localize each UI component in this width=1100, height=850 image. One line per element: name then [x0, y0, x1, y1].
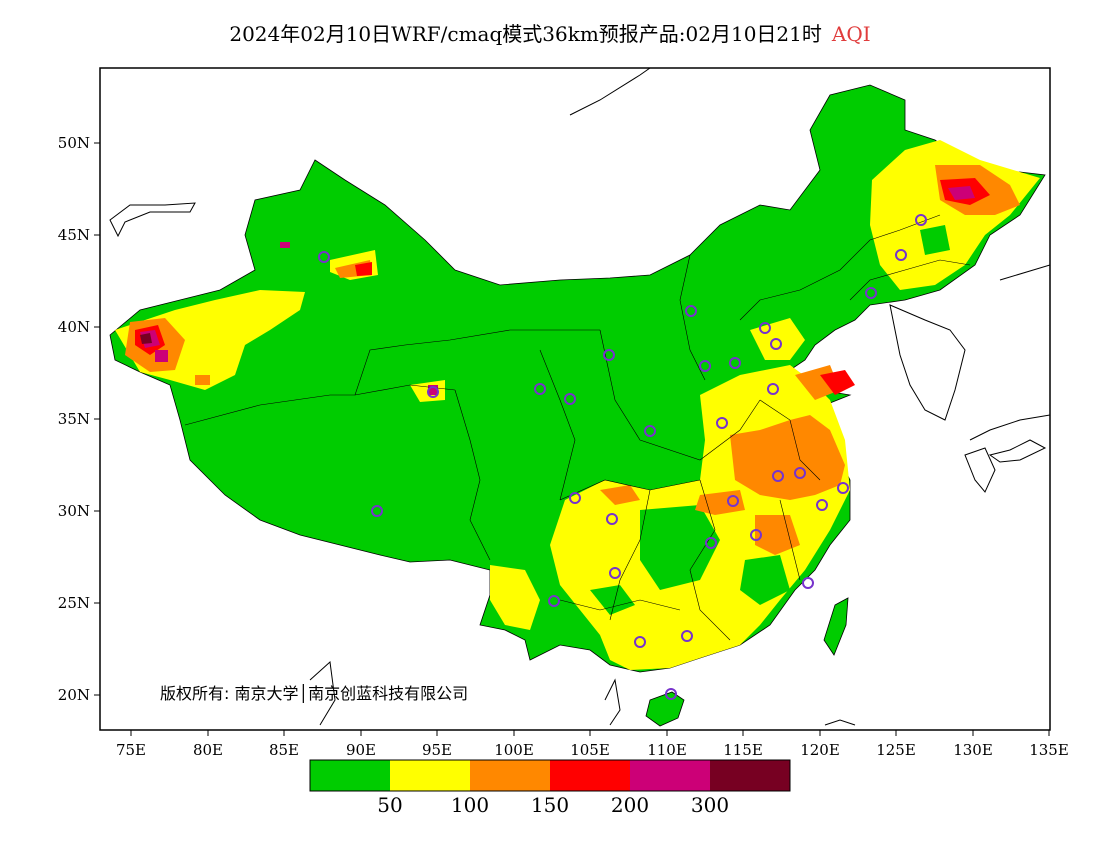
lon-label: 75E — [116, 741, 146, 759]
legend-threshold: 300 — [691, 793, 729, 817]
map-title: 2024年02月10日WRF/cmaq模式36km预报产品:02月10日21时 A… — [0, 18, 1100, 47]
lon-label: 115E — [723, 741, 763, 759]
title-main: 2024年02月10日WRF/cmaq模式36km预报产品:02月10日21时 — [229, 22, 822, 46]
legend-swatch — [470, 760, 550, 791]
map-content — [109, 68, 1050, 727]
color-legend: 50 100 150 200 300 — [309, 759, 791, 817]
lon-label: 120E — [800, 741, 840, 759]
lat-label: 50N — [58, 134, 90, 152]
lon-label: 125E — [876, 741, 916, 759]
legend-threshold: 100 — [451, 793, 489, 817]
lat-label: 20N — [58, 686, 90, 704]
map-frame — [99, 67, 1051, 731]
lon-label: 100E — [494, 741, 534, 759]
latitude-axis: 50N 45N 40N 35N 30N 25N 20N — [58, 134, 100, 704]
legend-threshold: 200 — [611, 793, 649, 817]
lon-label: 105E — [570, 741, 610, 759]
aqi-level-good-patches — [590, 225, 950, 615]
lon-label: 95E — [422, 741, 452, 759]
legend-swatch — [550, 760, 630, 791]
lat-label: 25N — [58, 594, 90, 612]
hainan-island — [645, 691, 685, 727]
lon-label: 80E — [193, 741, 223, 759]
legend-swatch — [630, 760, 710, 791]
legend-swatch — [310, 760, 390, 791]
lat-label: 35N — [58, 410, 90, 428]
copyright-notice: 版权所有: 南京大学│南京创蓝科技有限公司 — [160, 684, 469, 703]
aqi-level-hazardous — [140, 333, 152, 344]
longitude-axis: 75E 80E 85E 90E 95E 100E 105E 110E 115E … — [116, 730, 1069, 759]
lat-label: 40N — [58, 318, 90, 336]
legend-swatch — [710, 760, 790, 791]
neighbour-outlines — [109, 68, 1050, 726]
legend-threshold: 50 — [377, 793, 402, 817]
taiwan-island — [823, 597, 849, 656]
province-boundaries — [184, 214, 971, 641]
legend-threshold: 150 — [531, 793, 569, 817]
lon-label: 130E — [953, 741, 993, 759]
station-markers — [318, 214, 927, 700]
aqi-level-unhealthy-sensitive — [125, 165, 1020, 555]
lon-label: 85E — [269, 741, 299, 759]
lon-label: 110E — [647, 741, 687, 759]
title-variable: AQI — [831, 22, 871, 46]
lat-label: 45N — [58, 226, 90, 244]
lat-label: 30N — [58, 502, 90, 520]
lon-label: 135E — [1029, 741, 1069, 759]
legend-swatch — [390, 760, 470, 791]
lon-label: 90E — [346, 741, 376, 759]
